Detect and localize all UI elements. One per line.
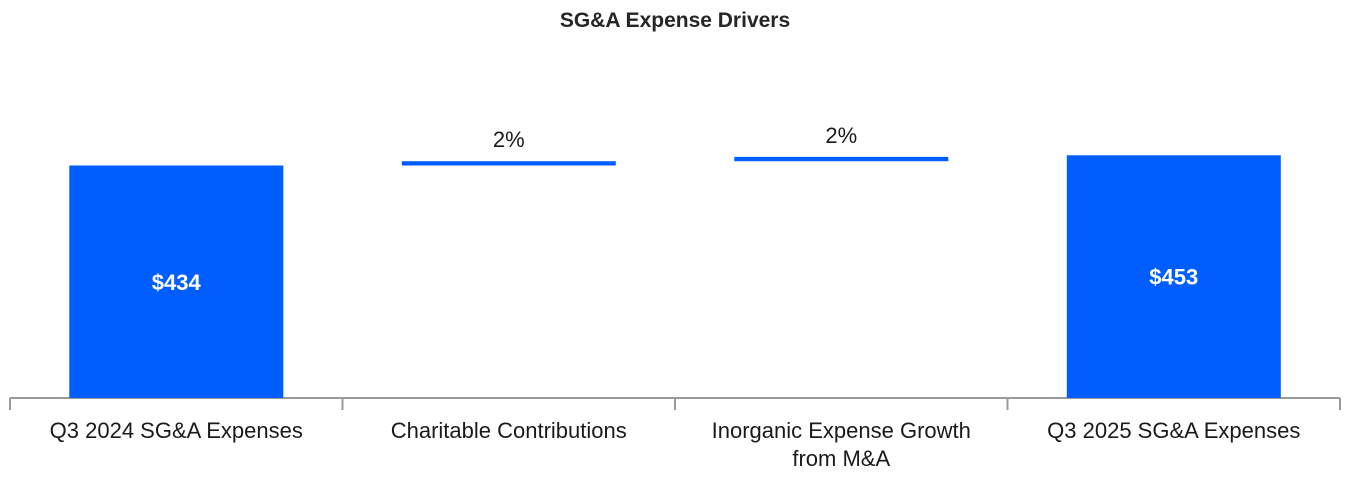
chart-title: SG&A Expense Drivers — [560, 9, 790, 32]
delta-bar — [734, 156, 949, 162]
category-tick-label: Charitable Contributions — [391, 418, 627, 443]
bar-data-label: 2% — [825, 123, 857, 148]
bar-labels: $434 2% 2% $453 — [152, 123, 1198, 295]
total-bar — [1066, 155, 1281, 398]
bar-data-label: $434 — [152, 270, 202, 295]
x-axis — [9, 397, 1341, 410]
bar-data-label: $453 — [1149, 265, 1198, 290]
category-tick-label: Inorganic Expense Growth from M&A — [712, 418, 971, 471]
bar-data-label: 2% — [493, 127, 525, 152]
category-labels: Q3 2024 SG&A Expenses Charitable Contribu… — [50, 418, 1301, 471]
delta-bar — [401, 161, 616, 166]
category-tick-label: Q3 2025 SG&A Expenses — [1047, 418, 1300, 443]
bars — [69, 155, 1281, 398]
total-bar — [69, 165, 284, 398]
category-tick-label: Q3 2024 SG&A Expenses — [50, 418, 303, 443]
